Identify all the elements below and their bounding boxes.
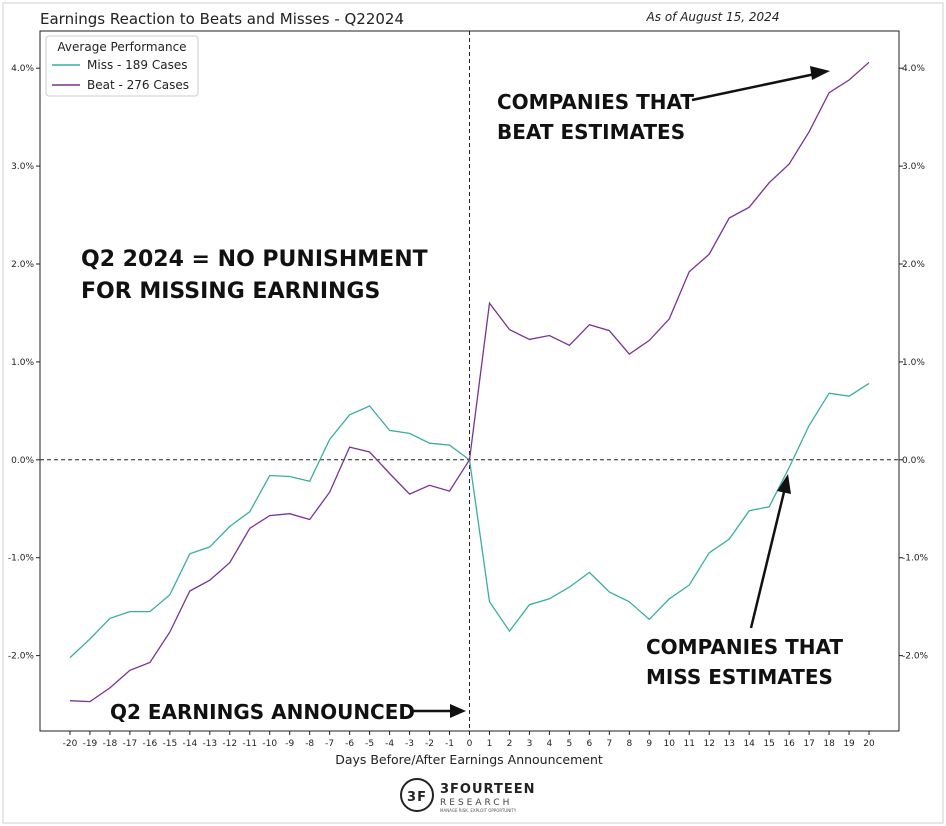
x-tick-label: 3	[527, 739, 533, 749]
x-tick-label: -15	[162, 739, 177, 749]
x-tick-label: -13	[202, 739, 217, 749]
y-tick-label-right: -1.0%	[902, 554, 929, 564]
x-tick-label: 16	[783, 739, 795, 749]
x-axis: -20 -19 -18 -17 -16 -15 -14 -13 -12 -11 -10 -9 -8 -7-…	[63, 731, 875, 749]
x-tick-label: 20	[863, 739, 875, 749]
y-tick-label-right: 3.0%	[902, 162, 925, 172]
y-tick-label-left: 2.0%	[11, 260, 34, 270]
x-tick-label: -2	[425, 739, 434, 749]
x-tick-label: 15	[763, 739, 774, 749]
x-tick-label: 19	[843, 739, 855, 749]
x-tick-label: -10	[262, 739, 277, 749]
x-tick-label: 13	[723, 739, 734, 749]
arrow-beat-head	[810, 66, 830, 80]
x-tick-label: -9	[285, 739, 294, 749]
x-tick-label: -14	[182, 739, 197, 749]
x-tick-label: 5	[567, 739, 573, 749]
arrow-beat-shaft	[691, 72, 816, 102]
x-tick-label: -7	[325, 739, 334, 749]
x-tick-label: 1	[487, 739, 493, 749]
x-tick-label: 17	[803, 739, 814, 749]
y-tick-label-left: 4.0%	[11, 64, 34, 74]
x-tick-label: 7	[606, 739, 612, 749]
x-tick-label: -20	[63, 739, 78, 749]
y-tick-label-left: -2.0%	[8, 652, 35, 662]
arrow-announced-head	[450, 704, 466, 718]
annotation-miss-line2: MISS ESTIMATES	[646, 665, 833, 689]
y-tick-label-left: -1.0%	[8, 554, 35, 564]
x-tick-label: 10	[664, 739, 676, 749]
y-axis-left: -2.0% -1.0% 0.0% 1.0% 2.0% 3.0% 4.0%	[8, 64, 40, 662]
legend-title: Average Performance	[57, 40, 186, 54]
x-tick-label: 18	[823, 739, 835, 749]
y-tick-label-right: 2.0%	[902, 260, 925, 270]
x-tick-label: -18	[103, 739, 118, 749]
annotation-miss-line1: COMPANIES THAT	[646, 635, 843, 659]
logo-mark: 3F	[407, 790, 427, 805]
x-tick-label: 8	[626, 739, 632, 749]
x-tick-label: -6	[345, 739, 354, 749]
x-tick-label: -8	[305, 739, 314, 749]
y-tick-label-left: 3.0%	[11, 162, 34, 172]
x-axis-label: Days Before/After Earnings Announcement	[335, 752, 603, 767]
y-tick-label-left: 1.0%	[11, 358, 34, 368]
x-tick-label: 14	[743, 739, 755, 749]
legend-box	[45, 35, 199, 97]
x-tick-label: -17	[123, 739, 138, 749]
x-tick-label: -1	[445, 739, 454, 749]
legend-miss-label: Miss - 189 Cases	[87, 58, 188, 72]
logo-tagline: MANAGE RISK. EXPLOIT OPPORTUNITY	[440, 808, 517, 813]
x-tick-label: 4	[547, 739, 553, 749]
x-tick-label: -5	[365, 739, 374, 749]
logo-circle-icon	[400, 778, 434, 812]
x-tick-label: -4	[385, 739, 394, 749]
annotation-beat-line1: COMPANIES THAT	[497, 90, 694, 114]
x-tick-label: 2	[507, 739, 513, 749]
x-tick-label: 9	[646, 739, 652, 749]
y-axis-right: -2.0% -1.0% 0.0% 1.0% 2.0% 3.0% 4.0%	[899, 64, 929, 662]
annotation-beat-line2: BEAT ESTIMATES	[497, 120, 685, 144]
x-tick-label: -16	[143, 739, 158, 749]
annotation-q2-line2: FOR MISSING EARNINGS	[81, 279, 380, 304]
logo-subtitle: RESEARCH	[440, 798, 512, 808]
company-logo: 3F 3FOURTEEN RESEARCH MANAGE RISK. EXPLO…	[400, 778, 535, 813]
beat-series-line	[69, 61, 870, 703]
x-tick-label: 11	[684, 739, 695, 749]
as-of-date: As of August 15, 2024	[646, 10, 780, 24]
chart-title: Earnings Reaction to Beats and Misses - …	[40, 10, 404, 28]
annotation-q2-line1: Q2 2024 = NO PUNISHMENT	[81, 247, 428, 272]
x-tick-label: -12	[222, 739, 237, 749]
annotation-announced: Q2 EARNINGS ANNOUNCED	[110, 700, 415, 724]
y-tick-label-right: 0.0%	[902, 456, 925, 466]
y-tick-label-left: 0.0%	[11, 456, 34, 466]
legend-beat-label: Beat - 276 Cases	[87, 78, 189, 92]
y-tick-label-right: 1.0%	[902, 358, 925, 368]
x-tick-label: 12	[703, 739, 714, 749]
x-tick-label: 0	[467, 739, 473, 749]
x-tick-label: -11	[242, 739, 257, 749]
legend: Average Performance Miss - 189 Cases Bea…	[45, 35, 199, 97]
arrow-miss-shaft	[749, 491, 786, 629]
arrow-miss-head	[777, 474, 791, 494]
x-tick-label: -19	[83, 739, 98, 749]
x-tick-label: 6	[586, 739, 592, 749]
logo-name: 3FOURTEEN	[440, 782, 535, 797]
y-tick-label-right: -2.0%	[902, 652, 929, 662]
x-tick-label: -3	[405, 739, 414, 749]
y-tick-label-right: 4.0%	[902, 64, 925, 74]
